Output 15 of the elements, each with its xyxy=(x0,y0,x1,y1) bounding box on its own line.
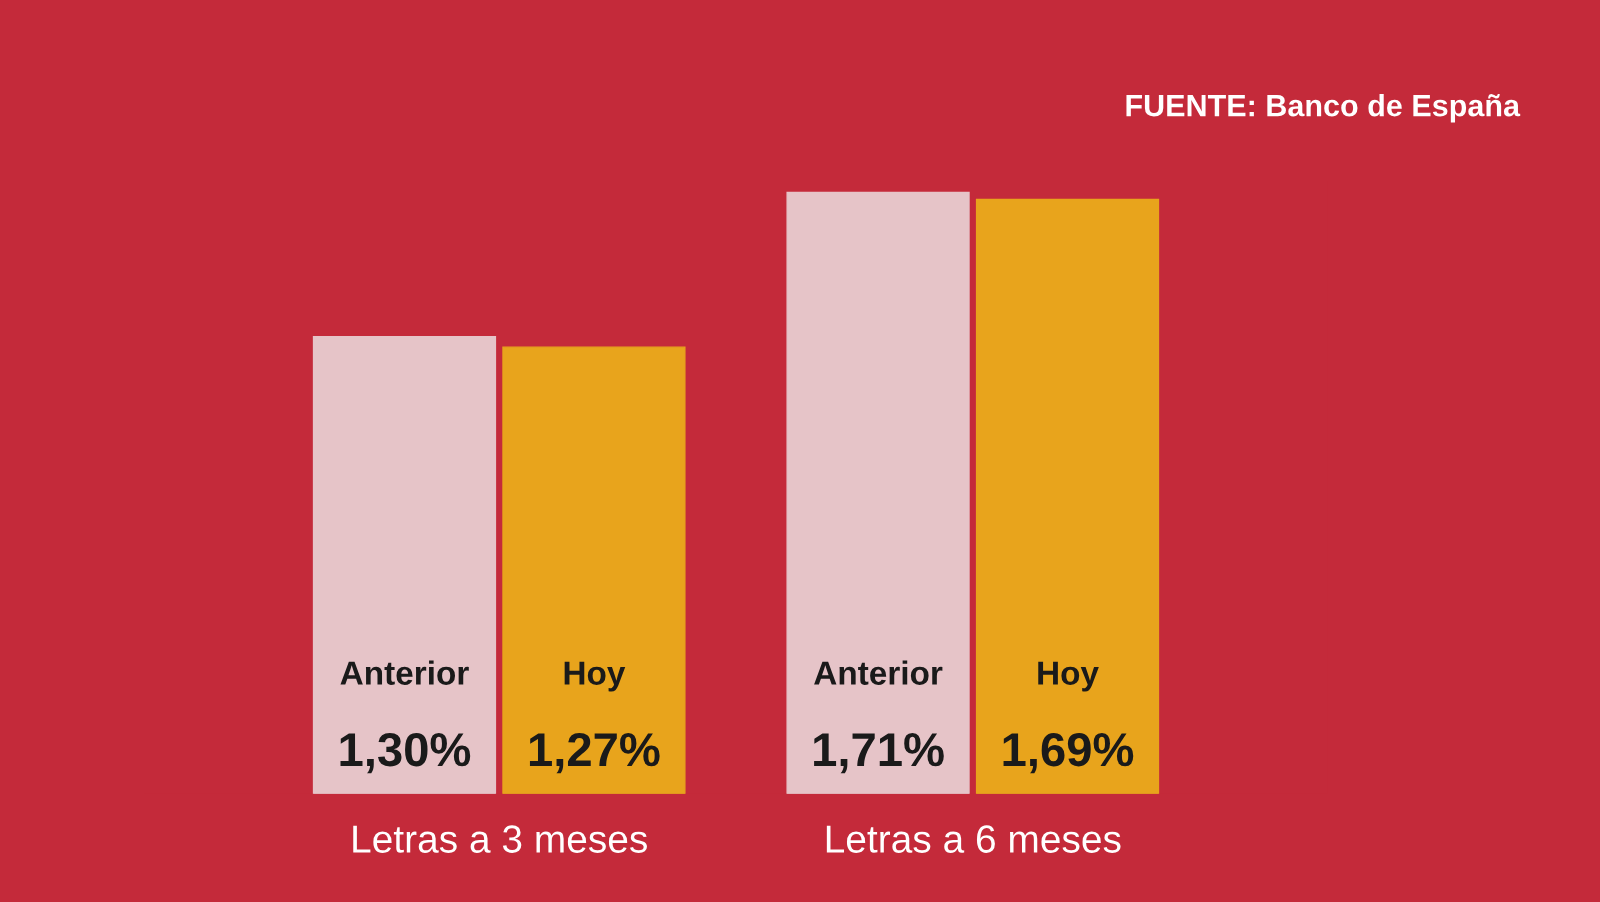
source-note: FUENTE: Banco de España xyxy=(1126,94,1521,123)
data-label: 1,27% xyxy=(529,732,660,774)
series-label: Hoy xyxy=(564,661,626,692)
x-tick-label: Letras a 6 meses xyxy=(826,825,1121,853)
x-tick-label: Letras a 3 meses xyxy=(353,825,647,853)
bar xyxy=(975,198,1160,794)
bar xyxy=(786,191,970,794)
text: Hoy xyxy=(1038,661,1099,692)
series-label: Anterior xyxy=(340,660,469,685)
bar xyxy=(312,335,497,794)
bar xyxy=(502,346,686,794)
data-label: 1,71% xyxy=(814,733,944,774)
text: Anterior xyxy=(814,660,943,685)
data-label: 1,69% xyxy=(1003,732,1134,774)
data-label: 1,30% xyxy=(340,732,471,774)
